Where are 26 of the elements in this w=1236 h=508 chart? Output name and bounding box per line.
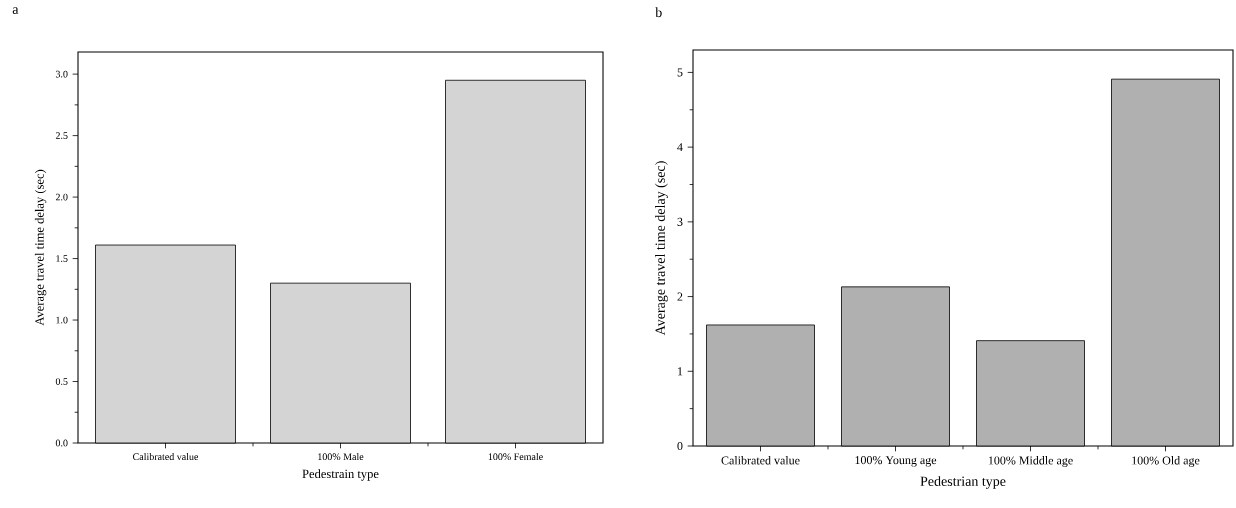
y-tick-label: 3.0 xyxy=(55,70,68,78)
x-axis-title: Pedestrain type xyxy=(302,469,379,481)
y-tick-label: 0.0 xyxy=(55,439,68,447)
x-tick-label: Calibrated value xyxy=(721,456,800,465)
y-tick-label: 1.0 xyxy=(56,316,68,324)
x-tick-label: Calibrated value xyxy=(133,453,199,461)
y-axis-title: Average travel time delay (sec) xyxy=(34,169,47,326)
y-tick-label: 2.5 xyxy=(55,132,68,139)
x-axis-title: Pedestrian type xyxy=(920,476,1006,489)
y-axis-title: Average travel time delay (sec) xyxy=(655,161,668,336)
chart-title: b xyxy=(655,7,662,18)
y-tick-label: 1.5 xyxy=(56,255,68,262)
y-tick-label: 1 xyxy=(678,367,683,376)
y-tick-label: 2.0 xyxy=(55,193,68,201)
y-tick-label: 0 xyxy=(677,441,683,451)
y-tick-label: 3 xyxy=(677,217,683,226)
x-tick-label: 100% Middle age xyxy=(988,456,1073,467)
y-tick-label: 2 xyxy=(677,292,683,301)
x-tick-label: 100% Male xyxy=(318,453,364,461)
chart-title: a xyxy=(12,7,19,14)
x-tick-label: 100% Old age xyxy=(1132,456,1200,467)
y-tick-label: 0.5 xyxy=(55,378,68,385)
y-tick-label: 5 xyxy=(677,68,683,77)
y-tick-label: 4 xyxy=(677,143,683,152)
x-tick-label: 100% Young age xyxy=(855,456,937,467)
x-tick-label: 100% Female xyxy=(488,453,543,461)
